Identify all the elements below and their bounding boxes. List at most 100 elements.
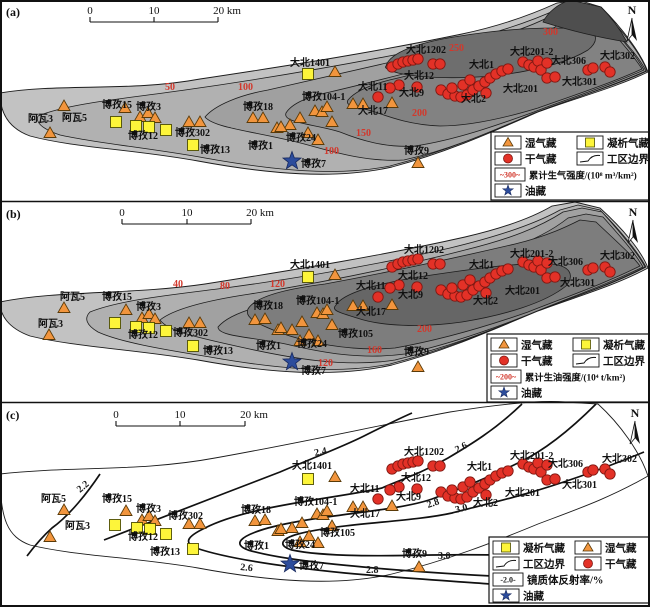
- wet-gas-marker: [57, 301, 71, 313]
- dry-gas-marker: [587, 464, 599, 476]
- well-label: 大北1: [469, 258, 494, 271]
- well-label: 大北1401: [290, 258, 330, 271]
- wet-gas-marker: [356, 299, 370, 311]
- oil-reservoir-marker: [279, 553, 301, 573]
- well-label: 博孜24: [286, 131, 316, 144]
- dry-gas-marker: [446, 484, 458, 496]
- north-label: N: [631, 406, 640, 420]
- dry-gas-marker: [412, 53, 424, 65]
- legend-item-label: 湿气藏: [605, 542, 637, 555]
- well-label: 大北201-2: [510, 247, 553, 260]
- condensate-gas-marker: [109, 519, 121, 531]
- dry-gas-marker: [434, 460, 446, 472]
- wet-gas-marker: [274, 321, 288, 333]
- well-label: 博孜104-1: [302, 90, 345, 103]
- dry-gas-marker: [502, 263, 514, 275]
- north-arrow: N: [627, 205, 638, 244]
- scale-tick-label: 10: [175, 409, 187, 421]
- well-label: 博孜3: [136, 100, 161, 113]
- legend-item-label: 工区边界: [607, 153, 649, 166]
- well-label: 博孜12: [128, 129, 158, 142]
- oil-icon: [497, 386, 511, 398]
- contour-value-label: 100: [238, 82, 253, 93]
- wet-gas-marker: [295, 315, 309, 327]
- condensate-gas-marker: [187, 340, 199, 352]
- well-label: 博孜104-1: [296, 294, 339, 307]
- north-arrow-right: [633, 220, 638, 243]
- well-label: 博孜1: [244, 539, 269, 552]
- condensate-gas-marker: [109, 317, 121, 329]
- wet-gas-marker: [119, 303, 133, 315]
- well-label: 大北1401: [292, 459, 332, 472]
- scale-tick-label: 0: [87, 5, 93, 17]
- wet-gas-marker: [311, 536, 325, 548]
- wet-gas-marker: [301, 126, 315, 138]
- well-label: 大北306: [548, 457, 583, 470]
- well-label: 大北17: [356, 305, 386, 318]
- well-label: 博孜12: [128, 328, 158, 341]
- wet-gas-icon: [502, 136, 514, 147]
- panel-tag: (b): [6, 207, 21, 221]
- dry-gas-marker: [549, 71, 561, 83]
- scale-tick-label: 0: [113, 409, 119, 421]
- dry-gas-marker: [464, 274, 476, 286]
- wet-gas-marker: [119, 504, 133, 516]
- wet-gas-marker: [148, 111, 162, 123]
- well-label: 博孜13: [200, 143, 230, 156]
- iso-contour-line: [282, 451, 645, 560]
- well-label: 大北201: [503, 82, 538, 95]
- dry-gas-marker: [480, 489, 492, 501]
- well-label: 博孜9: [404, 144, 429, 157]
- legend-item-label: 累计生油强度/(10⁴ t/km²): [525, 372, 625, 384]
- wet-gas-marker: [320, 100, 334, 112]
- contour-value-label: 100: [324, 146, 339, 157]
- wet-gas-marker: [385, 298, 399, 310]
- well-label: 博孜7: [301, 364, 326, 377]
- condensate-gas-marker: [144, 523, 156, 535]
- wet-gas-marker: [248, 514, 262, 526]
- well-label: 博孜302: [168, 509, 203, 522]
- north-label: N: [629, 205, 638, 219]
- north-arrow-right: [635, 421, 640, 444]
- dry-gas-marker: [502, 465, 514, 477]
- well-label: 博孜1: [256, 339, 281, 352]
- dry-gas-marker: [464, 74, 476, 86]
- scale-tick-label: 10: [149, 5, 161, 17]
- wet-gas-marker: [385, 499, 399, 511]
- boundary-line-icon: [575, 356, 597, 365]
- wet-gas-marker: [182, 115, 196, 127]
- wet-gas-marker: [285, 521, 299, 533]
- well-label: 大北1: [469, 58, 494, 71]
- well-label: 大北1202: [406, 43, 446, 56]
- well-label: 博孜105: [320, 526, 355, 539]
- condensate-gas-marker: [302, 271, 314, 283]
- wet-gas-marker: [356, 97, 370, 109]
- scale-tick-label: 20 km: [240, 409, 268, 421]
- well-label: 博孜302: [173, 326, 208, 339]
- wet-gas-marker: [325, 519, 339, 531]
- intensity-zone: [542, 0, 628, 43]
- scale-bar: 0 10 20 km: [119, 207, 274, 225]
- well-label: 博孜302: [175, 126, 210, 139]
- panel-tag: (a): [6, 5, 20, 19]
- wet-gas-marker: [141, 106, 155, 118]
- well-label: 博孜7: [301, 157, 326, 170]
- well-label: 博孜105: [338, 327, 373, 340]
- wet-gas-marker: [142, 307, 156, 319]
- well-label: 博孜18: [241, 503, 271, 516]
- well-label: 阿瓦5: [41, 493, 66, 505]
- contour-value-label: 2.6: [240, 562, 254, 574]
- well-label: 大北201-2: [510, 45, 553, 58]
- condensate-gas-marker: [143, 322, 155, 334]
- dry-gas-marker: [587, 262, 599, 274]
- contour-value-label: 3.0: [454, 502, 469, 516]
- wet-gas-marker: [256, 111, 270, 123]
- well-label: 大北9: [398, 288, 423, 301]
- oil-reservoir-marker: [281, 150, 303, 170]
- wet-gas-marker: [385, 96, 399, 108]
- wet-gas-marker: [293, 334, 307, 346]
- well-label: 阿瓦3: [38, 318, 63, 330]
- legend-item-label: 湿气藏: [525, 137, 557, 150]
